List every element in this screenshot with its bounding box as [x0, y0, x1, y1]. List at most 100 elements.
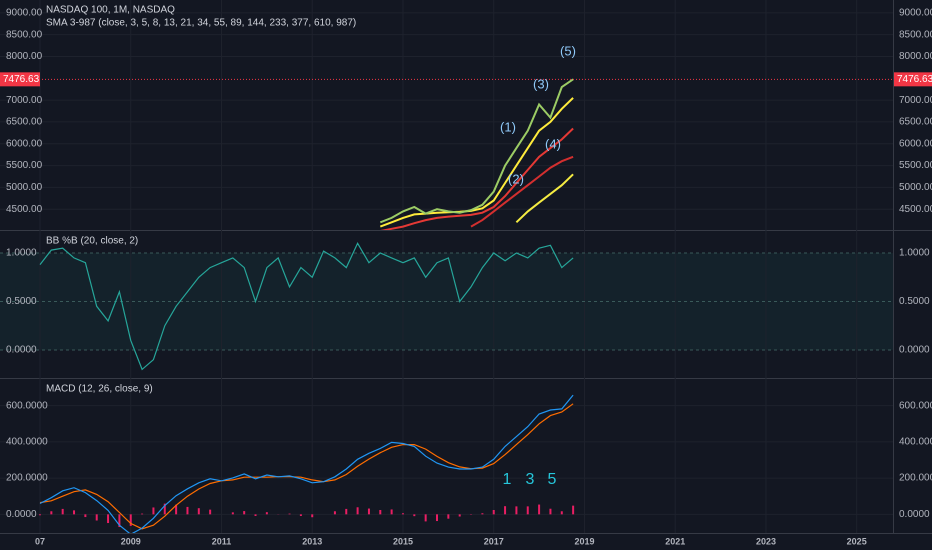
- y-tick-label-left: 9000.00: [6, 8, 43, 19]
- histogram-bar: [73, 510, 76, 515]
- histogram-bar: [95, 514, 98, 521]
- pane-plot: [39, 394, 575, 533]
- histogram-bar: [492, 509, 495, 515]
- wave-label: (1): [500, 119, 516, 134]
- x-tick-label: 2017: [484, 536, 504, 546]
- histogram-bar: [560, 511, 563, 515]
- histogram-bar: [288, 513, 291, 515]
- y-tick-label-right: 0.0000: [899, 509, 930, 520]
- histogram-bar: [50, 511, 53, 515]
- series-line: [515, 173, 574, 224]
- wave-count: 1: [503, 471, 512, 488]
- histogram-bar: [526, 506, 529, 515]
- histogram-bar: [107, 514, 110, 524]
- histogram-bar: [356, 507, 359, 515]
- price-tag-label: 7476.63: [3, 74, 40, 85]
- y-tick-label-right: 600.0000: [899, 400, 932, 411]
- histogram-bar: [265, 512, 268, 515]
- y-tick-label-right: 5000.00: [899, 182, 932, 193]
- y-tick-label-right: 6000.00: [899, 138, 932, 149]
- x-tick-label: 2023: [756, 536, 776, 546]
- y-tick-label-left: 4500.00: [6, 204, 43, 215]
- y-tick-label-left: 7000.00: [6, 95, 43, 106]
- y-tick-label-right: 8000.00: [899, 51, 932, 62]
- histogram-bar: [345, 508, 348, 515]
- arrow: [549, 63, 572, 122]
- x-tick-label: 2021: [665, 536, 685, 546]
- histogram-bar: [367, 508, 370, 515]
- wave-label: (5): [560, 43, 576, 58]
- drawing-layer: [486, 63, 586, 516]
- y-tick-label-left: 6500.00: [6, 117, 43, 128]
- y-tick-label-left: 200.0000: [6, 473, 48, 484]
- series-line: [380, 127, 574, 230]
- x-tick-label: 2013: [302, 536, 322, 546]
- wave-label: (2): [508, 171, 524, 186]
- pane-plot: [39, 242, 574, 371]
- pane-plot: [379, 78, 574, 230]
- y-tick-label-right: 8500.00: [899, 29, 932, 40]
- histogram-bar: [333, 511, 336, 515]
- histogram-bar: [572, 505, 575, 515]
- y-tick-label-left: 1.0000: [6, 248, 37, 259]
- y-tick-label-left: 6000.00: [6, 138, 43, 149]
- histogram-bar: [231, 512, 234, 515]
- series-line: [39, 394, 574, 533]
- y-tick-label-left: 5500.00: [6, 160, 43, 171]
- pane-title: NASDAQ 100, 1M, NASDAQ: [46, 5, 175, 16]
- y-tick-label-left: 0.0000: [6, 509, 37, 520]
- y-tick-label-left: 5000.00: [6, 182, 43, 193]
- red-line: [541, 92, 551, 122]
- price-tag-label: 7476.63: [897, 74, 932, 85]
- y-tick-label-left: 8000.00: [6, 51, 43, 62]
- histogram-bar: [413, 514, 416, 517]
- price-tag: [894, 72, 932, 87]
- histogram-bar: [39, 514, 41, 516]
- histogram-bar: [436, 514, 439, 522]
- series-line: [39, 242, 574, 371]
- pane-title: BB %B (20, close, 2): [46, 236, 138, 247]
- histogram-bar: [424, 514, 427, 522]
- histogram-bar: [163, 503, 166, 515]
- wave-count: 3: [526, 471, 535, 488]
- pane-title: MACD (12, 26, close, 9): [46, 384, 153, 395]
- histogram-bar: [379, 509, 382, 515]
- y-tick-label-right: 1.0000: [899, 248, 930, 259]
- series-line: [379, 97, 574, 228]
- x-tick-label: 2011: [212, 536, 232, 546]
- histogram-bar: [481, 513, 484, 515]
- histogram-bar: [390, 509, 393, 515]
- histogram-bar: [197, 508, 200, 515]
- histogram-bar: [129, 514, 132, 526]
- histogram-bar: [401, 513, 404, 515]
- wave-count: 5: [548, 471, 557, 488]
- y-tick-label-right: 400.0000: [899, 437, 932, 448]
- series-line: [39, 403, 574, 530]
- histogram-bar: [243, 511, 246, 515]
- y-tick-label-right: 5500.00: [899, 160, 932, 171]
- bb-red-line: [542, 244, 567, 251]
- histogram-bar: [84, 514, 87, 518]
- y-tick-label-left: 0.5000: [6, 296, 37, 307]
- histogram-bar: [504, 506, 507, 515]
- histogram-bar: [61, 508, 64, 515]
- x-tick-label: 2025: [847, 536, 867, 546]
- histogram-bar: [254, 514, 257, 516]
- y-tick-label-right: 4500.00: [899, 204, 932, 215]
- y-tick-label-right: 0.5000: [899, 296, 930, 307]
- histogram-bar: [549, 508, 552, 515]
- y-tick-label-left: 600.0000: [6, 400, 48, 411]
- histogram-bar: [538, 504, 541, 515]
- y-tick-label-right: 6500.00: [899, 117, 932, 128]
- y-tick-label-right: 9000.00: [899, 8, 932, 19]
- wave-label: (4): [545, 136, 561, 151]
- histogram-bar: [175, 504, 178, 515]
- x-tick-label: 2019: [574, 536, 594, 546]
- histogram-bar: [141, 513, 144, 515]
- wave-curve: [493, 485, 586, 516]
- histogram-bar: [515, 506, 518, 515]
- series-line: [470, 155, 574, 228]
- pane-subtitle: SMA 3-987 (close, 3, 5, 8, 13, 21, 34, 5…: [46, 18, 356, 29]
